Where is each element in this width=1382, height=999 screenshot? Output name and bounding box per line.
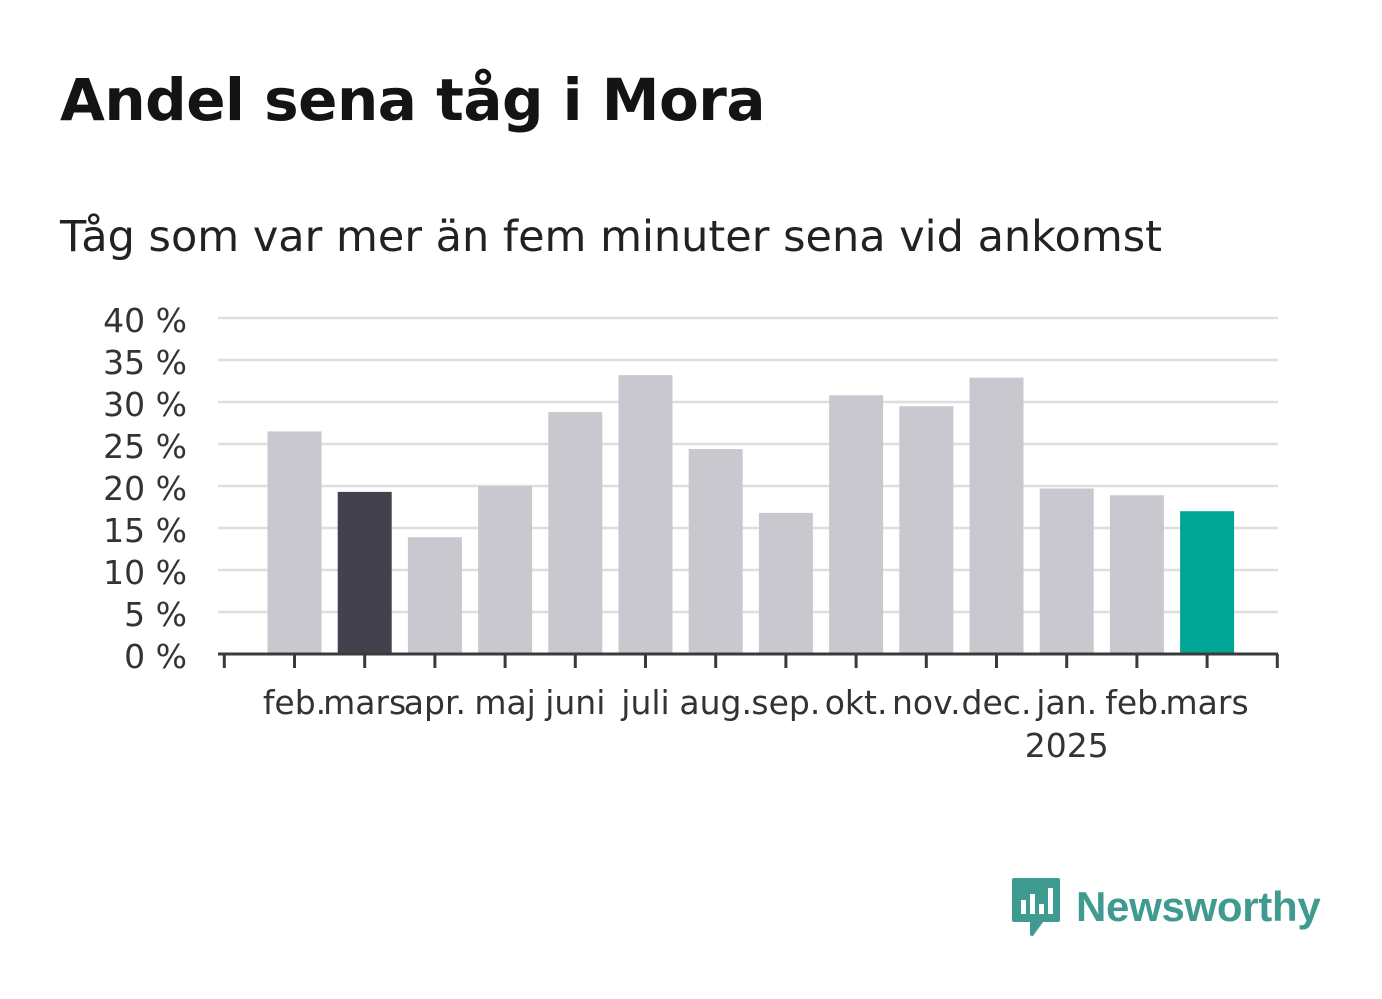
x-tick-label: juni xyxy=(544,683,605,722)
x-tick-label: aug. xyxy=(679,683,752,722)
bar-chart-speech-bubble-icon xyxy=(1012,878,1060,936)
x-tick-label: feb. xyxy=(263,683,326,722)
y-tick-label: 20 % xyxy=(103,469,187,508)
bar xyxy=(548,412,603,654)
bar xyxy=(688,449,743,654)
bar xyxy=(758,512,813,654)
bar xyxy=(267,431,322,654)
y-axis-labels: 0 %5 %10 %15 %20 %25 %30 %35 %40 % xyxy=(103,301,187,676)
x-tick-label: sep. xyxy=(751,683,820,722)
x-tick-label: juli xyxy=(620,683,669,722)
y-tick-label: 5 % xyxy=(124,595,187,634)
bars xyxy=(267,375,1235,654)
x-tick-label: feb. xyxy=(1105,683,1168,722)
newsworthy-logo: Newsworthy xyxy=(1010,876,1321,938)
bar xyxy=(1180,511,1235,654)
x-tick-label: maj xyxy=(474,683,536,722)
y-tick-label: 40 % xyxy=(103,301,187,340)
bar xyxy=(899,406,954,654)
bar xyxy=(829,395,884,654)
bar xyxy=(407,537,462,654)
x-tick-label: apr. xyxy=(404,683,466,722)
x-tick-label: nov. xyxy=(892,683,961,722)
brand-name: Newsworthy xyxy=(1076,883,1321,930)
bar xyxy=(478,486,533,654)
x-tick-label: dec. xyxy=(962,683,1032,722)
y-tick-label: 25 % xyxy=(103,427,187,466)
x-tick-label: jan. xyxy=(1035,683,1097,722)
grid-lines xyxy=(218,316,1278,614)
y-tick-label: 0 % xyxy=(124,637,187,676)
y-tick-label: 35 % xyxy=(103,343,187,382)
bar xyxy=(1039,488,1094,654)
x-tick-label: mars xyxy=(1166,683,1249,722)
bar xyxy=(969,377,1024,654)
bar xyxy=(1109,495,1164,654)
x-year-label: 2025 xyxy=(1025,726,1109,765)
y-tick-label: 15 % xyxy=(103,511,187,550)
y-tick-label: 10 % xyxy=(103,553,187,592)
chart-subtitle: Tåg som var mer än fem minuter sena vid … xyxy=(60,212,1163,262)
bar xyxy=(337,491,392,654)
bar xyxy=(618,375,673,654)
x-axis xyxy=(218,652,1279,668)
x-tick-label: okt. xyxy=(825,683,888,722)
y-tick-label: 30 % xyxy=(103,385,187,424)
chart-title: Andel sena tåg i Mora xyxy=(60,66,766,134)
x-tick-label: mars xyxy=(323,683,406,722)
